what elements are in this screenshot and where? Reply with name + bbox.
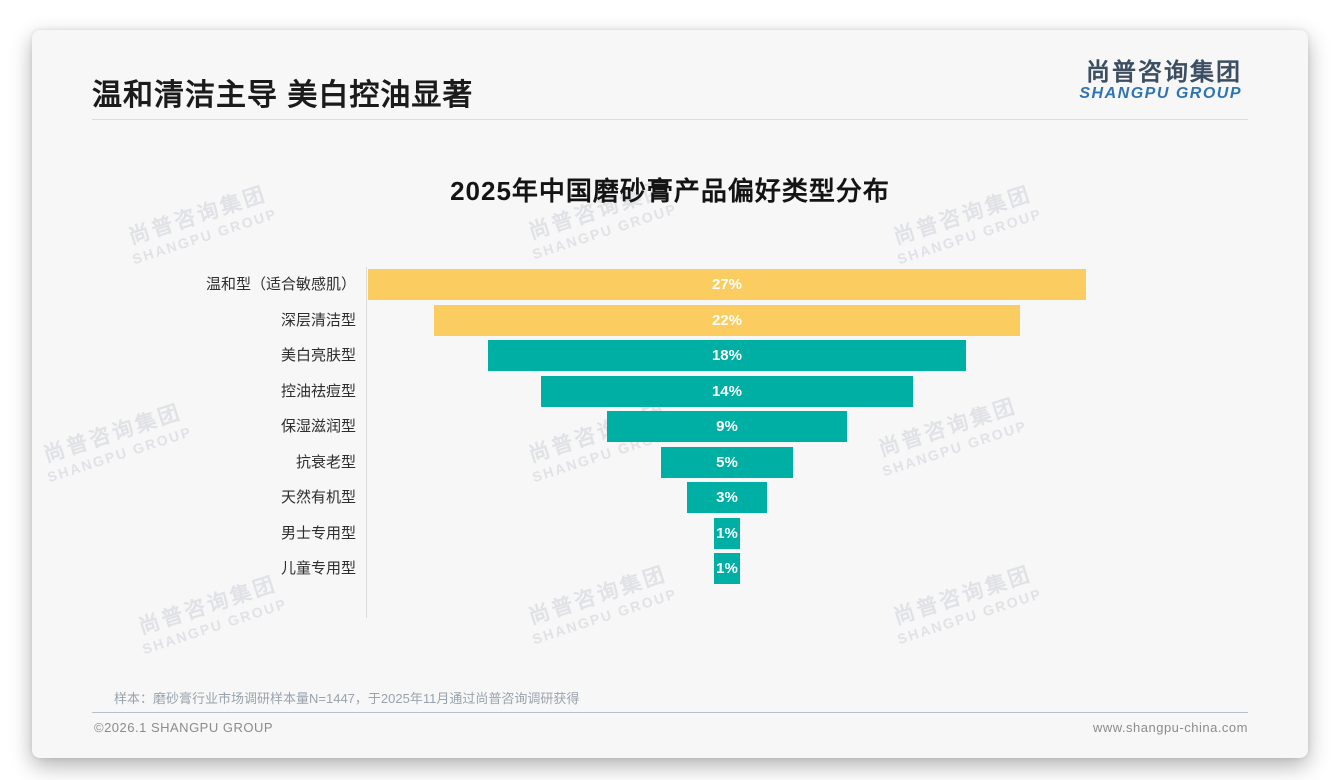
bar-value-label: 1%: [716, 524, 738, 542]
bar-value-label: 22%: [711, 311, 742, 329]
bar-value-label: 27%: [711, 276, 743, 293]
category-label: 天然有机型: [280, 489, 356, 506]
page-title: 温和清洁主导 美白控油显著: [92, 79, 474, 112]
chart-title: 2025年中国磨砂膏产品偏好类型分布: [450, 176, 890, 206]
sample-footnote: 样本：磨砂膏行业市场调研样本量N=1447，于2025年11月通过尚普咨询调研获…: [114, 691, 580, 706]
funnel-bar: 9%: [607, 411, 847, 442]
funnel-bar: 18%: [487, 340, 967, 371]
bar-value-label: 3%: [716, 489, 738, 506]
bar-value-label: 9%: [716, 418, 738, 435]
category-label: 保湿滋润型: [280, 418, 356, 435]
category-label: 控油祛痘型: [280, 382, 356, 400]
logo-text-cn: 尚普咨询集团: [1086, 59, 1242, 86]
company-logo: 尚普咨询集团 SHANGPU GROUP: [1079, 60, 1242, 103]
slide-card: 尚普咨询集团 SHANGPU GROUP 尚普咨询集团 SHANGPU GROUP 尚普…: [32, 30, 1308, 758]
category-label: 美白亮肤型: [280, 347, 356, 364]
category-label: 儿童专用型: [280, 560, 356, 577]
bar-value-label: 5%: [716, 453, 738, 471]
chart-axis-line: [366, 267, 367, 618]
funnel-bar: 27%: [368, 269, 1086, 300]
bar-value-label: 18%: [711, 347, 742, 364]
category-label: 深层清洁型: [280, 311, 356, 329]
funnel-bar: 14%: [540, 375, 914, 407]
funnel-bar: 3%: [687, 482, 767, 513]
funnel-bar: 22%: [434, 304, 1020, 336]
copyright-text: ©2026.1 SHANGPU GROUP: [94, 720, 274, 735]
funnel-bar: 1%: [713, 553, 741, 584]
category-label: 抗衰老型: [295, 453, 356, 471]
funnel-chart: 2025年中国磨砂膏产品偏好类型分布 温和型（适合敏感肌） 27% 深层清洁型 22%…: [32, 30, 1308, 758]
bar-value-label: 1%: [716, 560, 738, 577]
funnel-bar: 5%: [660, 446, 794, 478]
website-url: www.shangpu-china.com: [1092, 720, 1248, 735]
category-label: 温和型（适合敏感肌）: [205, 276, 356, 293]
funnel-bar: 1%: [713, 517, 741, 549]
logo-text-en: SHANGPU GROUP: [1079, 85, 1242, 103]
header-divider: [92, 119, 1248, 120]
category-label: 男士专用型: [280, 524, 356, 542]
footer-divider: [92, 712, 1248, 713]
bar-value-label: 14%: [711, 382, 742, 400]
